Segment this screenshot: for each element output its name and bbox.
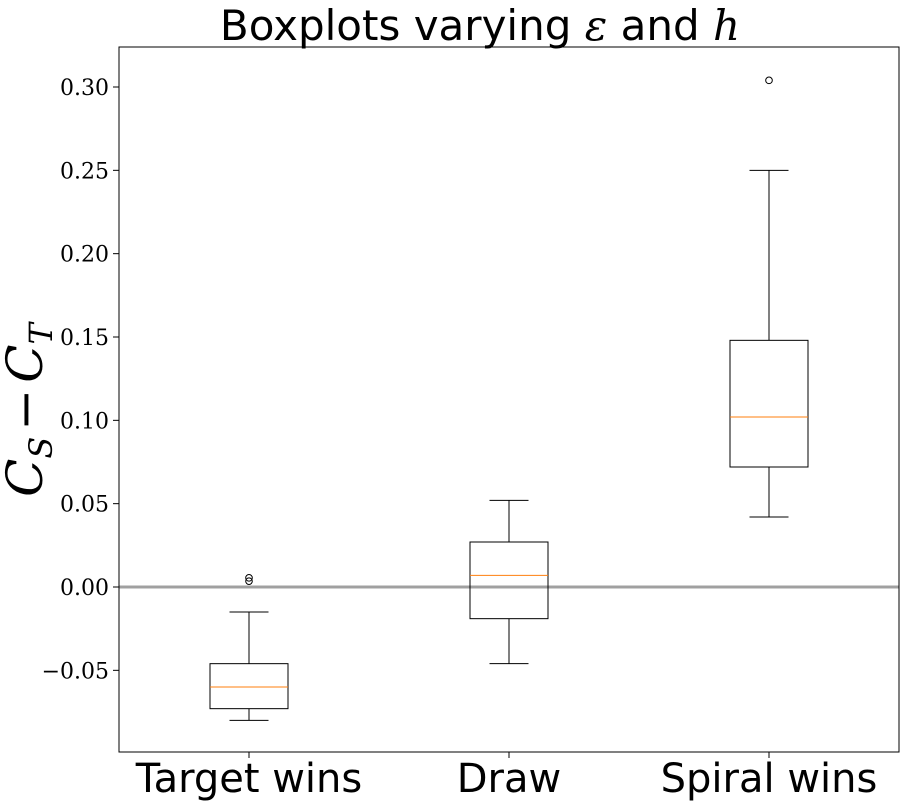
x-tick-label: Draw: [457, 756, 561, 802]
iqr-box: [209, 663, 289, 710]
y-tick-label: 0.05: [60, 493, 109, 518]
iqr-box: [729, 339, 809, 468]
box-group: [469, 499, 549, 665]
outlier-point: [245, 574, 253, 582]
x-tick-label: Target wins: [135, 756, 362, 802]
y-tick-label: 0.10: [60, 409, 109, 434]
iqr-box: [469, 541, 549, 620]
y-tick-label: 0.00: [60, 576, 109, 601]
y-tick-label: 0.20: [60, 243, 109, 268]
y-tick-label: 0.25: [60, 159, 109, 184]
y-tick-label: 0.15: [60, 326, 109, 351]
outlier-point: [245, 577, 253, 585]
box-group: [729, 76, 809, 518]
y-tick-label: 0.30: [60, 76, 109, 101]
outlier-point: [765, 76, 773, 85]
x-tick-label: Spiral wins: [661, 756, 878, 802]
y-axis-label: CS−CT: [0, 320, 60, 496]
plot-area: −0.05 0.00 0.05 0.10 0.15 0.20 0.25 0.30 Target …: [42, 76, 899, 802]
chart-title: Boxplots varying ε and h: [220, 1, 740, 50]
plot-frame: [118, 46, 900, 753]
box-group: [209, 574, 289, 721]
y-tick-label: −0.05: [42, 659, 109, 684]
